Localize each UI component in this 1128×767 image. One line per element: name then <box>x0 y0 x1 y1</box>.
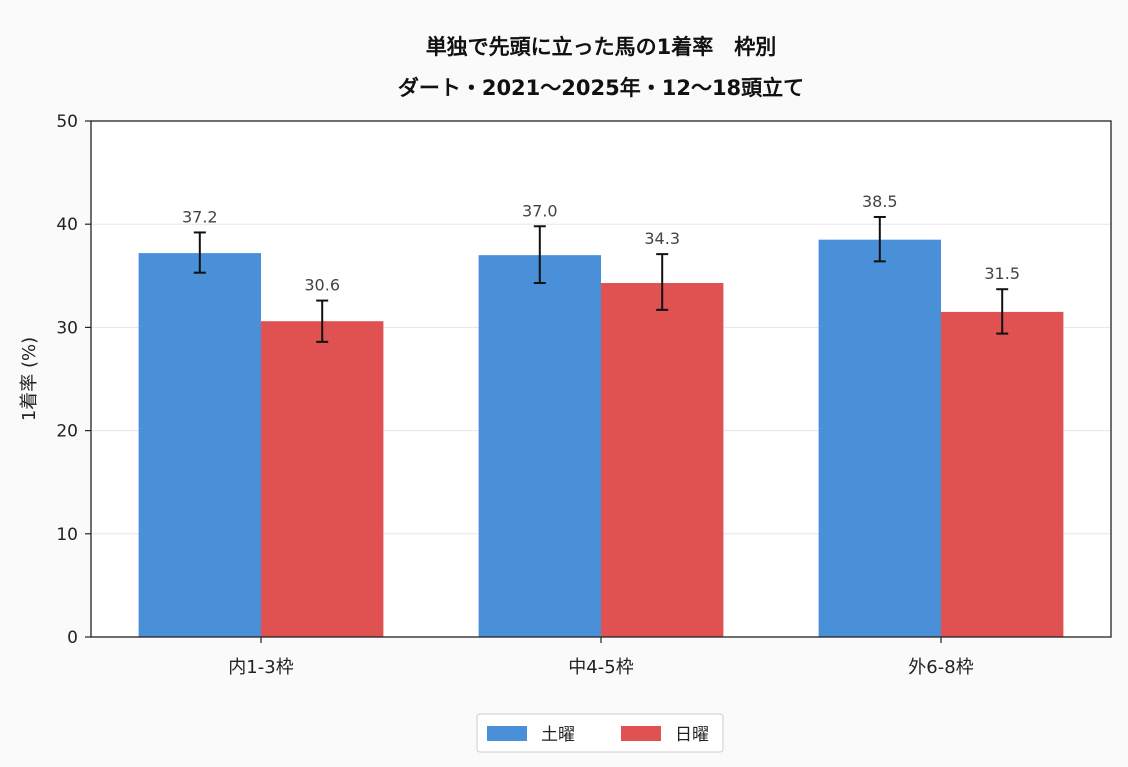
data-label-内1-3枠-土曜: 37.2 <box>182 207 218 226</box>
data-label-外6-8枠-土曜: 38.5 <box>862 192 898 211</box>
y-tick-label-30: 30 <box>56 318 78 338</box>
bar-中4-5枠-土曜 <box>478 255 601 637</box>
chart-title-line-2: ダート・2021〜2025年・12〜18頭立て <box>398 76 804 100</box>
bar-外6-8枠-日曜 <box>941 311 1064 637</box>
y-tick-label-50: 50 <box>56 112 78 132</box>
x-tick-label-中4-5枠: 中4-5枠 <box>568 657 633 678</box>
legend-label-日曜: 日曜 <box>675 725 709 745</box>
bar-内1-3枠-土曜 <box>138 253 261 637</box>
y-tick-label-40: 40 <box>56 215 78 235</box>
legend: 土曜 日曜 <box>476 713 724 753</box>
bar-内1-3枠-日曜 <box>261 321 384 637</box>
legend-swatch-日曜 <box>621 726 661 741</box>
x-tick-label-内1-3枠: 内1-3枠 <box>228 657 293 678</box>
legend-label-土曜: 土曜 <box>541 725 575 745</box>
y-axis-label: 1着率 (%) <box>19 337 40 421</box>
x-tick-label-外6-8枠: 外6-8枠 <box>908 657 973 678</box>
bars <box>138 239 1064 637</box>
legend-swatch-土曜 <box>487 726 527 741</box>
legend-box <box>476 713 724 753</box>
bar-外6-8枠-土曜 <box>818 239 941 637</box>
data-label-中4-5枠-日曜: 34.3 <box>644 229 680 248</box>
error-bars <box>193 215 1009 343</box>
data-label-中4-5枠-土曜: 37.0 <box>522 201 558 220</box>
x-axis-ticks: 内1-3枠 中4-5枠 外6-8枠 <box>228 637 974 678</box>
y-axis-ticks: 0 10 20 30 40 50 <box>56 112 91 648</box>
y-tick-label-20: 20 <box>56 422 78 442</box>
bar-中4-5枠-日曜 <box>601 283 724 637</box>
chart-title-line-1: 単独で先頭に立った馬の1着率 枠別 <box>426 35 777 59</box>
data-labels: 37.2 30.6 37.0 34.3 38.5 31.5 <box>182 192 1020 295</box>
data-label-外6-8枠-日曜: 31.5 <box>984 264 1020 283</box>
y-tick-label-0: 0 <box>67 628 78 648</box>
y-tick-label-10: 10 <box>56 525 78 545</box>
data-label-内1-3枠-日曜: 30.6 <box>304 276 340 295</box>
